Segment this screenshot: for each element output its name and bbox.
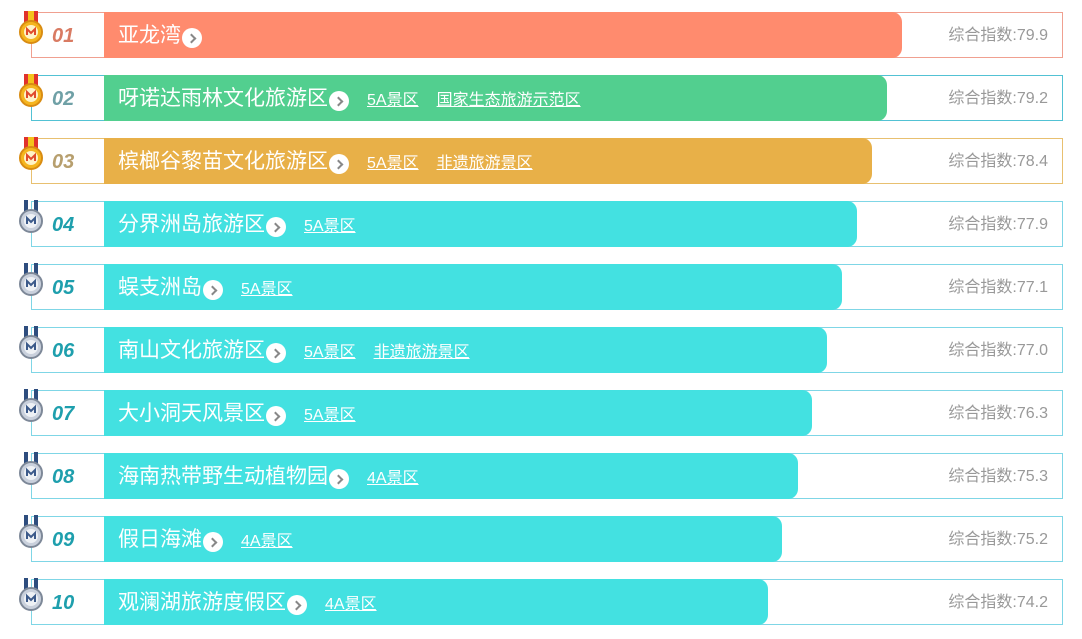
spot-name-label[interactable]: 南山文化旅游区 <box>118 339 265 362</box>
silver-medal-icon <box>18 326 44 360</box>
chevron-right-icon[interactable] <box>266 406 286 426</box>
spot-name[interactable]: 海南热带野生动植物园 4A景区 <box>118 454 419 500</box>
composite-score: 综合指数:75.3 <box>948 468 1048 485</box>
rank-number: 07 <box>52 403 75 425</box>
rank-number: 10 <box>52 592 75 614</box>
tag-link[interactable]: 5A景区 <box>367 155 419 172</box>
list-item[interactable]: 07 大小洞天风景区 5A景区 综合指数:76.3 <box>19 389 1063 437</box>
spot-name-label[interactable]: 海南热带野生动植物园 <box>118 465 328 488</box>
score-bar <box>104 12 902 58</box>
list-item[interactable]: 05 蜈支洲岛 5A景区 综合指数:77.1 <box>19 263 1063 311</box>
score-bar <box>104 138 872 184</box>
spot-name[interactable]: 假日海滩 4A景区 <box>118 517 293 563</box>
silver-medal-icon <box>18 515 44 549</box>
tag-link[interactable]: 4A景区 <box>367 470 419 487</box>
spot-name[interactable]: 观澜湖旅游度假区 4A景区 <box>118 580 377 626</box>
spot-name[interactable]: 南山文化旅游区 5A景区 非遗旅游景区 <box>118 328 470 374</box>
score-bar <box>104 327 827 373</box>
silver-medal-icon <box>18 389 44 423</box>
list-item[interactable]: 03 槟榔谷黎苗文化旅游区 5A景区 非遗旅游景区 综合指数:78.4 <box>19 137 1063 185</box>
score-bar <box>104 264 842 310</box>
composite-score: 综合指数:77.9 <box>948 216 1048 233</box>
rank-number: 02 <box>52 88 75 110</box>
tag-link[interactable]: 5A景区 <box>304 344 356 361</box>
rank-number: 04 <box>52 214 75 236</box>
list-item[interactable]: 09 假日海滩 4A景区 综合指数:75.2 <box>19 515 1063 563</box>
spot-name[interactable]: 亚龙湾 <box>118 13 202 59</box>
tag-link[interactable]: 5A景区 <box>241 281 293 298</box>
composite-score: 综合指数:79.2 <box>948 90 1048 107</box>
composite-score: 综合指数:76.3 <box>948 405 1048 422</box>
spot-name-label[interactable]: 亚龙湾 <box>118 24 181 47</box>
rank-number: 09 <box>52 529 75 551</box>
tag-link[interactable]: 5A景区 <box>304 218 356 235</box>
composite-score: 综合指数:77.1 <box>948 279 1048 296</box>
list-item[interactable]: 06 南山文化旅游区 5A景区 非遗旅游景区 综合指数:77.0 <box>19 326 1063 374</box>
silver-medal-icon <box>18 263 44 297</box>
score-bar <box>104 390 812 436</box>
list-item[interactable]: 01 亚龙湾 综合指数:79.9 <box>19 11 1063 59</box>
gold-medal-icon <box>18 74 44 108</box>
composite-score: 综合指数:75.2 <box>948 531 1048 548</box>
tag-link[interactable]: 非遗旅游景区 <box>373 344 470 361</box>
gold-medal-icon <box>18 137 44 171</box>
score-bar <box>104 579 768 625</box>
gold-medal-icon <box>18 11 44 45</box>
spot-name[interactable]: 大小洞天风景区 5A景区 <box>118 391 356 437</box>
chevron-right-icon[interactable] <box>203 532 223 552</box>
composite-score: 综合指数:79.9 <box>948 27 1048 44</box>
tag-link[interactable]: 4A景区 <box>325 596 377 613</box>
chevron-right-icon[interactable] <box>329 469 349 489</box>
spot-name-label[interactable]: 假日海滩 <box>118 528 202 551</box>
rank-number: 08 <box>52 466 75 488</box>
spot-name-label[interactable]: 观澜湖旅游度假区 <box>118 591 286 614</box>
list-item[interactable]: 08 海南热带野生动植物园 4A景区 综合指数:75.3 <box>19 452 1063 500</box>
spot-name-label[interactable]: 蜈支洲岛 <box>118 276 202 299</box>
rank-number: 06 <box>52 340 75 362</box>
list-item[interactable]: 02 呀诺达雨林文化旅游区 5A景区 国家生态旅游示范区 综合指数:79.2 <box>19 74 1063 122</box>
chevron-right-icon[interactable] <box>329 91 349 111</box>
silver-medal-icon <box>18 200 44 234</box>
tag-link[interactable]: 非遗旅游景区 <box>436 155 533 172</box>
chevron-right-icon[interactable] <box>329 154 349 174</box>
tag-link[interactable]: 5A景区 <box>367 92 419 109</box>
composite-score: 综合指数:77.0 <box>948 342 1048 359</box>
silver-medal-icon <box>18 578 44 612</box>
tag-link[interactable]: 国家生态旅游示范区 <box>436 92 581 109</box>
rank-number: 05 <box>52 277 75 299</box>
tag-link[interactable]: 4A景区 <box>241 533 293 550</box>
composite-score: 综合指数:74.2 <box>948 594 1048 611</box>
chevron-right-icon[interactable] <box>266 217 286 237</box>
composite-score: 综合指数:78.4 <box>948 153 1048 170</box>
silver-medal-icon <box>18 452 44 486</box>
spot-name[interactable]: 呀诺达雨林文化旅游区 5A景区 国家生态旅游示范区 <box>118 76 581 122</box>
chevron-right-icon[interactable] <box>266 343 286 363</box>
chevron-right-icon[interactable] <box>203 280 223 300</box>
spot-name-label[interactable]: 槟榔谷黎苗文化旅游区 <box>118 150 328 173</box>
score-bar <box>104 75 887 121</box>
rank-number: 01 <box>52 25 75 47</box>
score-bar <box>104 201 857 247</box>
tag-link[interactable]: 5A景区 <box>304 407 356 424</box>
chevron-right-icon[interactable] <box>182 28 202 48</box>
list-item[interactable]: 10 观澜湖旅游度假区 4A景区 综合指数:74.2 <box>19 578 1063 626</box>
spot-name-label[interactable]: 分界洲岛旅游区 <box>118 213 265 236</box>
score-bar <box>104 453 798 499</box>
list-item[interactable]: 04 分界洲岛旅游区 5A景区 综合指数:77.9 <box>19 200 1063 248</box>
spot-name-label[interactable]: 大小洞天风景区 <box>118 402 265 425</box>
rank-number: 03 <box>52 151 75 173</box>
spot-name[interactable]: 分界洲岛旅游区 5A景区 <box>118 202 356 248</box>
chevron-right-icon[interactable] <box>287 595 307 615</box>
spot-name[interactable]: 蜈支洲岛 5A景区 <box>118 265 293 311</box>
spot-name-label[interactable]: 呀诺达雨林文化旅游区 <box>118 87 328 110</box>
spot-name[interactable]: 槟榔谷黎苗文化旅游区 5A景区 非遗旅游景区 <box>118 139 533 185</box>
